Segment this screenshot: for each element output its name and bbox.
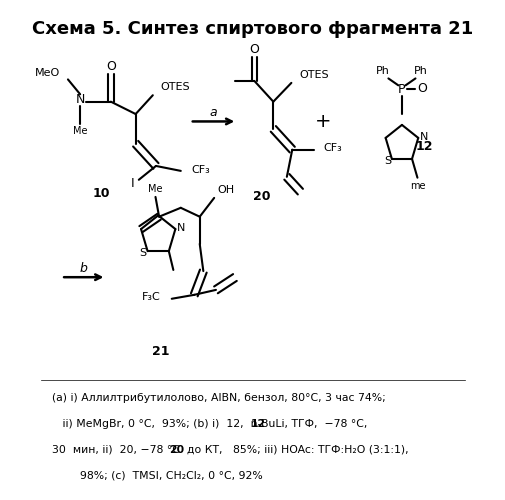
Text: O: O — [106, 60, 116, 72]
Text: b: b — [80, 262, 87, 275]
Text: N: N — [176, 223, 185, 233]
Text: S: S — [139, 248, 146, 258]
Text: O: O — [416, 82, 426, 95]
Text: 30  мин, ii)  20, −78 °C  до КТ,   85%; iii) HOAc: ТГФ:H₂O (3:1:1),: 30 мин, ii) 20, −78 °C до КТ, 85%; iii) … — [52, 445, 408, 455]
Text: S: S — [383, 156, 390, 166]
Text: Ph: Ph — [375, 66, 389, 76]
Text: Me: Me — [73, 126, 87, 136]
Text: N: N — [419, 132, 427, 142]
Text: CF₃: CF₃ — [322, 143, 341, 153]
Text: (a) i) Аллилтрибутилолово, AlBN, бензол, 80°C, 3 час 74%;: (a) i) Аллилтрибутилолово, AlBN, бензол,… — [52, 394, 385, 404]
Text: MeO: MeO — [35, 68, 60, 78]
Text: 98%; (c)  TMSI, CH₂Cl₂, 0 °C, 92%: 98%; (c) TMSI, CH₂Cl₂, 0 °C, 92% — [52, 470, 263, 480]
Text: OTES: OTES — [298, 70, 328, 80]
Text: Схема 5. Синтез спиртового фрагмента 21: Схема 5. Синтез спиртового фрагмента 21 — [32, 20, 473, 38]
Text: 12: 12 — [250, 419, 265, 429]
Text: Me: Me — [148, 184, 163, 194]
Text: a: a — [209, 106, 217, 119]
Text: ii) MeMgBr, 0 °C,  93%; (b) i)  12,  n-BuLi, ТГФ,  −78 °C,: ii) MeMgBr, 0 °C, 93%; (b) i) 12, n-BuLi… — [52, 419, 367, 429]
Text: P: P — [397, 83, 405, 96]
Text: O: O — [249, 43, 259, 56]
Text: 21: 21 — [152, 345, 169, 358]
Text: I: I — [130, 177, 134, 190]
Text: Ph: Ph — [413, 66, 427, 76]
Text: 20: 20 — [169, 445, 184, 455]
Text: OH: OH — [217, 185, 234, 195]
Text: 10: 10 — [93, 186, 110, 200]
Text: F₃C: F₃C — [141, 292, 160, 302]
Text: +: + — [314, 112, 331, 131]
Text: OTES: OTES — [160, 82, 190, 92]
Text: N: N — [75, 93, 85, 106]
Text: 12: 12 — [415, 140, 432, 152]
Text: me: me — [409, 180, 424, 190]
Text: 20: 20 — [253, 190, 270, 203]
Text: CF₃: CF₃ — [191, 165, 210, 175]
